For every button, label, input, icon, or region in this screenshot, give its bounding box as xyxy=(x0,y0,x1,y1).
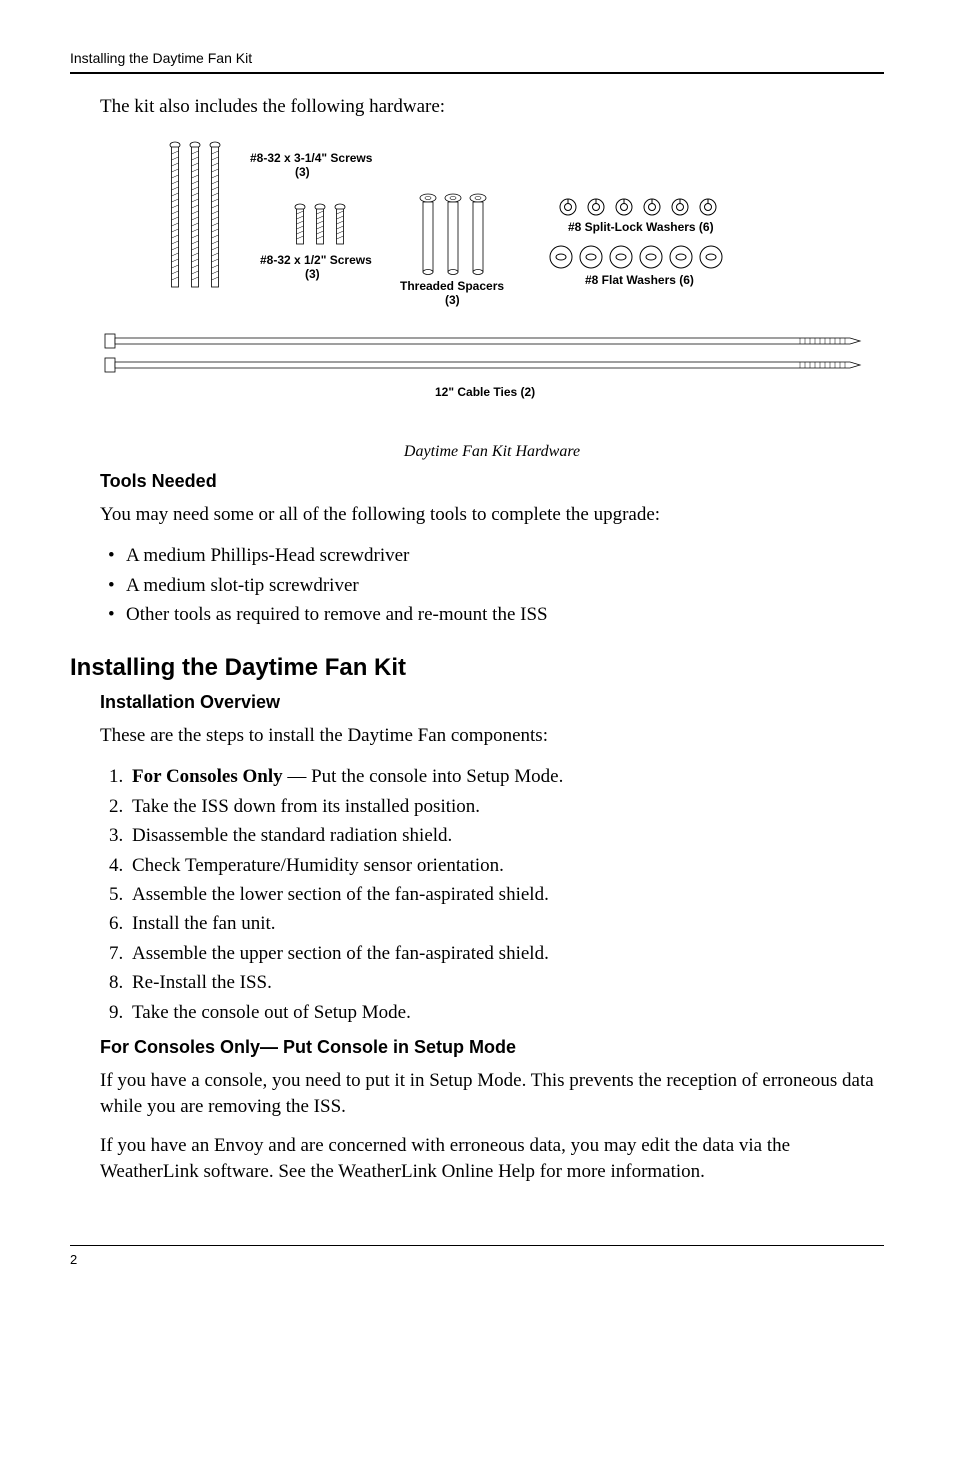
consoles-p2: If you have an Envoy and are concerned w… xyxy=(100,1133,884,1184)
consoles-heading: For Consoles Only— Put Console in Setup … xyxy=(100,1037,884,1058)
step-item: Assemble the upper section of the fan-as… xyxy=(128,939,884,968)
step-item: Check Temperature/Humidity sensor orient… xyxy=(128,851,884,880)
tools-intro: You may need some or all of the followin… xyxy=(100,502,884,528)
page: Installing the Daytime Fan Kit The kit a… xyxy=(0,0,954,1307)
step-text: — Put the console into Setup Mode. xyxy=(283,766,564,787)
split-washers-label: #8 Split-Lock Washers (6) xyxy=(568,220,714,234)
step-item: Take the console out of Setup Mode. xyxy=(128,998,884,1027)
short-screws-label: #8-32 x 1/2" Screws xyxy=(260,253,372,267)
step-item: Install the fan unit. xyxy=(128,909,884,938)
tools-item: A medium Phillips-Head screwdriver xyxy=(108,541,884,570)
steps-list: For Consoles Only — Put the console into… xyxy=(108,762,884,1027)
overview-intro: These are the steps to install the Dayti… xyxy=(100,723,884,749)
long-screws-qty: (3) xyxy=(295,165,310,179)
page-number: 2 xyxy=(70,1245,884,1267)
hardware-svg: #8-32 x 3-1/4" Screws (3) xyxy=(100,134,900,434)
step-item: Disassemble the standard radiation shiel… xyxy=(128,821,884,850)
flat-washers-label: #8 Flat Washers (6) xyxy=(585,273,694,287)
hardware-figure: #8-32 x 3-1/4" Screws (3) xyxy=(100,134,884,461)
spacers-label: Threaded Spacers xyxy=(400,279,504,293)
long-screws-label: #8-32 x 3-1/4" Screws xyxy=(250,151,373,165)
figure-caption: Daytime Fan Kit Hardware xyxy=(100,443,884,461)
step-item: Re-Install the ISS. xyxy=(128,968,884,997)
installing-heading: Installing the Daytime Fan Kit xyxy=(70,654,884,682)
cable-ties-label: 12" Cable Ties (2) xyxy=(435,385,535,399)
intro-paragraph: The kit also includes the following hard… xyxy=(100,94,884,120)
step-item: Assemble the lower section of the fan-as… xyxy=(128,880,884,909)
running-header: Installing the Daytime Fan Kit xyxy=(70,50,884,74)
short-screws-qty: (3) xyxy=(305,267,320,281)
step-item: Take the ISS down from its installed pos… xyxy=(128,792,884,821)
step-item: For Consoles Only — Put the console into… xyxy=(128,762,884,791)
step-bold: For Consoles Only xyxy=(132,766,283,787)
spacers-qty: (3) xyxy=(445,293,460,307)
tools-heading: Tools Needed xyxy=(100,471,884,492)
tools-list: A medium Phillips-Head screwdriver A med… xyxy=(108,541,884,629)
tools-item: A medium slot-tip screwdriver xyxy=(108,571,884,600)
consoles-p1: If you have a console, you need to put i… xyxy=(100,1068,884,1119)
tools-item: Other tools as required to remove and re… xyxy=(108,600,884,629)
overview-heading: Installation Overview xyxy=(100,692,884,713)
